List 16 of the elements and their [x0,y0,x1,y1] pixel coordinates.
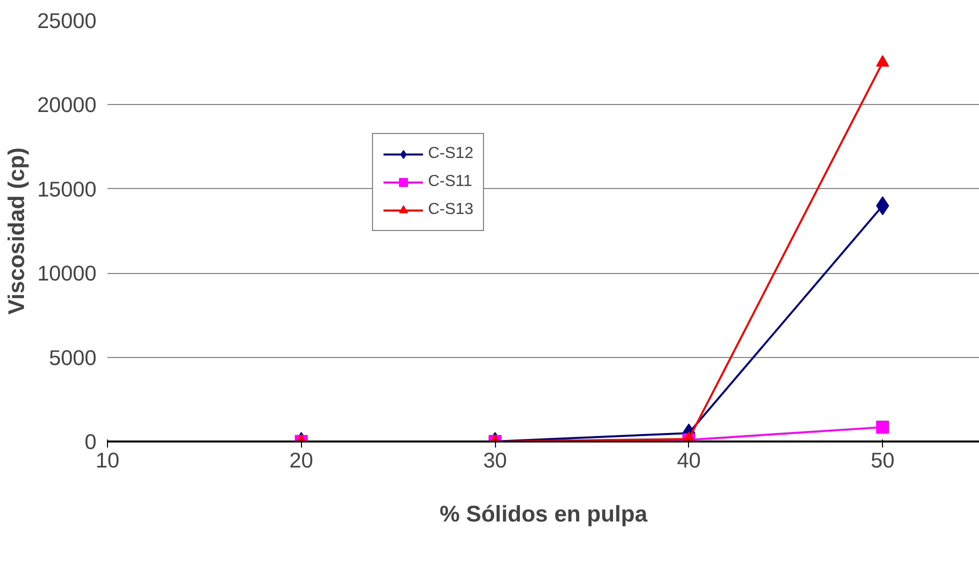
legend-label: C-S13 [428,201,474,219]
y-tick-label: 10000 [37,262,97,286]
y-tick-label: 15000 [37,177,97,202]
x-tick-label: 40 [676,448,701,472]
x-tick-label: 50 [870,448,895,472]
x-tick-label: 10 [96,448,120,472]
x-axis-title: % Sólidos en pulpa [440,500,648,526]
x-tick-label: 20 [289,448,314,472]
legend-label: C-S12 [428,145,474,163]
y-axis-title: Viscosidad (cp) [3,147,30,315]
x-tick-label: 30 [483,448,508,472]
y-tick-label: 5000 [49,346,97,370]
y-tick-label: 0 [84,430,97,454]
y-tick-label: 20000 [37,93,97,118]
y-tick-label: 25000 [37,9,97,33]
legend-label: C-S11 [428,173,472,191]
